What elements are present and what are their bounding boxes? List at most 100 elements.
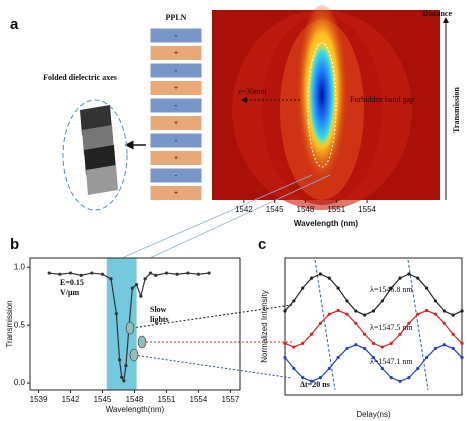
data-point [363, 347, 366, 350]
heatmap-image [212, 5, 440, 210]
data-point [337, 309, 340, 312]
y-axis-label: Transmission [5, 300, 14, 347]
ppln-sign: + [174, 118, 179, 127]
data-point [207, 271, 210, 274]
slow-light-marker [138, 336, 146, 348]
data-point [135, 283, 138, 286]
data-point [452, 313, 455, 316]
data-point [407, 272, 410, 275]
annotation: E=0.15 [60, 278, 84, 287]
data-point [398, 380, 401, 383]
data-point [301, 342, 304, 345]
data-point [460, 309, 463, 312]
data-point [345, 347, 348, 350]
data-point [122, 379, 125, 382]
ppln-sign: - [175, 101, 178, 110]
series-label: λ=1547.1 nm [370, 357, 413, 366]
data-point [363, 313, 366, 316]
data-point [319, 272, 322, 275]
ppln-sign: - [175, 136, 178, 145]
data-point [443, 309, 446, 312]
data-point [390, 376, 393, 379]
data-point [452, 333, 455, 336]
data-point [398, 276, 401, 279]
data-point [90, 271, 93, 274]
data-point [354, 322, 357, 325]
data-point [301, 287, 304, 290]
data-point [434, 313, 437, 316]
panel-label: b [10, 236, 19, 253]
data-point [337, 356, 340, 359]
data-point [154, 274, 157, 277]
data-point [416, 313, 419, 316]
data-point [283, 309, 286, 312]
annotation: Forbidden band gap [350, 95, 414, 104]
x-tick-label: 1551 [327, 205, 345, 214]
x-tick-label: 1554 [190, 395, 208, 404]
folded-axes-icon [80, 105, 118, 195]
y-axis-label: Normalized Intensity [260, 290, 269, 362]
data-point [319, 376, 322, 379]
x-tick-label: 1551 [158, 395, 176, 404]
ppln-sign: + [174, 188, 179, 197]
data-point [337, 287, 340, 290]
data-point [149, 271, 152, 274]
ppln-sign: + [174, 48, 179, 57]
data-point [443, 343, 446, 346]
data-point [381, 299, 384, 302]
data-point [416, 276, 419, 279]
annotation: Slow [150, 305, 167, 314]
data-point [101, 273, 104, 276]
data-point [452, 347, 455, 350]
data-point [197, 273, 200, 276]
data-point [48, 271, 51, 274]
data-point [416, 367, 419, 370]
data-point [301, 376, 304, 379]
data-point [363, 333, 366, 336]
x-tick-label: 1542 [235, 205, 253, 214]
x-tick-label: 1545 [266, 205, 284, 214]
data-point [292, 299, 295, 302]
data-point [69, 271, 72, 274]
data-point [109, 277, 112, 280]
ppln-stack: -+-+-+-+-+ [150, 28, 202, 201]
data-point [381, 367, 384, 370]
data-point [310, 333, 313, 336]
data-point [283, 356, 286, 359]
panel-label: a [10, 16, 19, 33]
data-point [58, 273, 61, 276]
data-point [372, 309, 375, 312]
x-tick-label: 1548 [126, 395, 144, 404]
data-point [176, 273, 179, 276]
data-point [124, 364, 127, 367]
data-point [354, 309, 357, 312]
data-point [292, 367, 295, 370]
data-point [328, 276, 331, 279]
annotation: V/μm [60, 288, 80, 297]
data-point [283, 342, 286, 345]
x-axis-label: Wavelength(nm) [106, 405, 165, 414]
data-point [345, 313, 348, 316]
data-point [292, 345, 295, 348]
side-label: Transmission [452, 87, 461, 133]
x-tick-label: 1539 [30, 395, 48, 404]
x-axis-label: Wavelength (nm) [294, 219, 358, 228]
data-point [328, 367, 331, 370]
data-point [80, 274, 83, 277]
slow-light-marker [126, 322, 134, 334]
data-point [460, 356, 463, 359]
data-point [186, 271, 189, 274]
x-tick-label: 1542 [62, 395, 80, 404]
x-tick-label: 1557 [222, 395, 240, 404]
data-point [144, 277, 147, 280]
data-point [434, 299, 437, 302]
series-label: λ=1547.5 nm [370, 323, 413, 332]
data-point [118, 358, 121, 361]
data-point [131, 287, 134, 290]
ppln-title: PPLN [166, 13, 187, 22]
data-point [425, 287, 428, 290]
data-point [372, 342, 375, 345]
figure: -+-+-+-+-+ PPLN Folded dielectric axes a… [0, 0, 467, 421]
data-point [120, 376, 123, 379]
data-point [407, 376, 410, 379]
